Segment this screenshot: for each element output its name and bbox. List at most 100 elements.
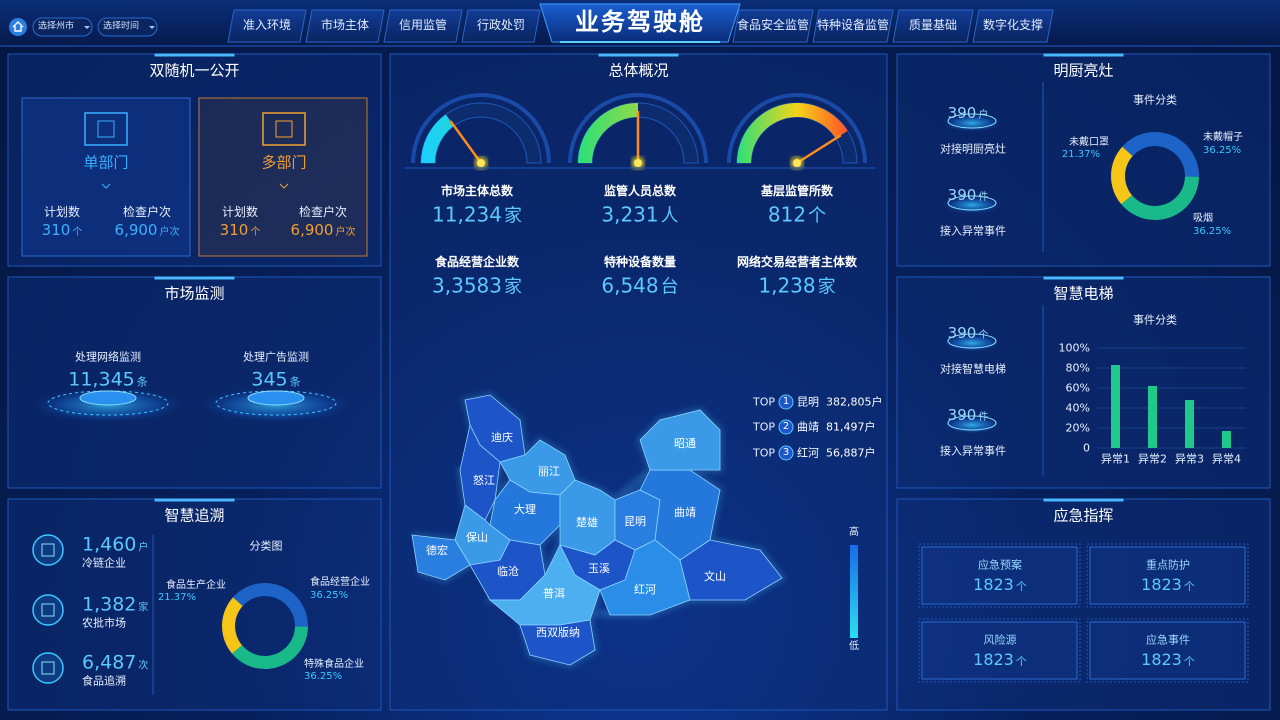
item-icon xyxy=(32,652,64,684)
card-icon xyxy=(84,112,128,146)
nav-tab[interactable] xyxy=(305,9,385,43)
platform-top xyxy=(247,390,305,406)
stat-unit: 个 xyxy=(808,205,827,227)
page-title: 业务驾驶舱 xyxy=(575,8,705,36)
nav-tab-label[interactable]: 信用监管 xyxy=(398,18,448,32)
region-label: 保山 xyxy=(466,530,488,544)
panel-title: 智慧追溯 xyxy=(164,506,225,525)
card-icon-glyph xyxy=(275,120,293,138)
region-label: 迪庆 xyxy=(491,430,513,444)
nav-tab-label[interactable]: 质量基础 xyxy=(908,18,958,32)
panel xyxy=(7,276,382,489)
segment-label: 未戴帽子 xyxy=(1203,132,1243,143)
filter-box[interactable] xyxy=(32,17,93,37)
stat-label: 食品经营企业数 xyxy=(434,255,520,269)
map-region xyxy=(459,423,501,521)
bar xyxy=(1148,386,1157,448)
donut-segment xyxy=(1111,146,1133,205)
rank-number: 3 xyxy=(782,447,790,458)
stat-value: 310 xyxy=(219,221,249,239)
value-group: 390 件 xyxy=(948,187,989,203)
bar xyxy=(1185,400,1194,448)
nav-tab[interactable] xyxy=(972,9,1054,43)
value-group: 310 个 xyxy=(220,222,261,238)
emergency-card xyxy=(921,621,1078,680)
stat-unit: 家 xyxy=(138,602,149,614)
top-value: 81,497户 xyxy=(826,420,876,434)
nav-tab-label[interactable]: 市场主体 xyxy=(320,18,370,32)
filter-label[interactable]: 选择时间 xyxy=(103,21,140,32)
nav-tab-label[interactable]: 准入环境 xyxy=(242,18,292,32)
value-group: 6,900 户次 xyxy=(291,222,356,238)
map-legend-bar xyxy=(850,545,858,638)
stat-unit: 户次 xyxy=(335,227,356,238)
nav-tab[interactable] xyxy=(383,9,463,43)
platform-ring xyxy=(947,113,997,129)
nav-tab[interactable] xyxy=(812,9,894,43)
stat-value: 1823 xyxy=(1141,575,1182,594)
top-label: TOP xyxy=(752,420,776,434)
nav-tab-label[interactable]: 数字化支撑 xyxy=(982,18,1044,32)
stat-label: 检查户次 xyxy=(122,205,172,219)
panel xyxy=(7,53,382,267)
value-group: 3,231 人 xyxy=(601,205,678,226)
emergency-card xyxy=(1089,621,1246,680)
gauge-arc xyxy=(421,114,454,163)
panel-title: 总体概况 xyxy=(608,61,669,80)
nav-tab[interactable] xyxy=(892,9,974,43)
stat-value: 6,487 xyxy=(82,651,137,674)
segment-label: 食品经营企业 xyxy=(310,577,370,588)
chart-title: 事件分类 xyxy=(1133,313,1177,327)
platform-glow xyxy=(942,196,1002,214)
value-group: 1,382 家 xyxy=(82,593,149,616)
stat-label: 处理广告监测 xyxy=(243,350,309,364)
stat-value: 11,234 xyxy=(432,202,502,227)
stat-label: 计划数 xyxy=(43,205,81,219)
card-name: 多部门 xyxy=(261,153,307,172)
platform-ring xyxy=(947,195,997,211)
stat-label: 基层监管所数 xyxy=(760,184,834,198)
stat-label: 计划数 xyxy=(221,205,259,219)
stat-unit: 个 xyxy=(1183,580,1195,593)
stat-unit: 个 xyxy=(250,227,261,238)
nav-tab-label[interactable]: 特种设备监管 xyxy=(816,18,890,32)
top-city: 曲靖 xyxy=(797,420,819,434)
stat-value: 3,3583 xyxy=(432,273,502,298)
map-region xyxy=(679,539,783,601)
region-label: 红河 xyxy=(634,583,656,596)
map-region xyxy=(639,409,721,471)
nav-tab-label[interactable]: 食品安全监管 xyxy=(736,18,810,32)
value-group: 6,487 次 xyxy=(82,651,148,674)
donut-segment xyxy=(232,626,308,670)
item-label: 对接智慧电梯 xyxy=(940,362,1006,376)
value-group: 1823 个 xyxy=(1141,652,1195,668)
panel-title: 明厨亮灶 xyxy=(1053,61,1114,80)
value-group: 11,234 家 xyxy=(432,205,522,226)
nav-tab[interactable] xyxy=(461,9,541,43)
stat-value: 6,900 xyxy=(114,221,158,239)
chart-title: 分类图 xyxy=(249,539,283,553)
region-label: 玉溪 xyxy=(588,562,610,575)
emergency-card xyxy=(1089,546,1246,605)
nav-tab[interactable] xyxy=(732,9,814,43)
stat-label: 网络交易经营者主体数 xyxy=(736,255,858,269)
item-label: 对接明厨亮灶 xyxy=(940,142,1006,156)
panel-title: 双随机一公开 xyxy=(149,61,240,80)
nav-tab[interactable] xyxy=(227,9,307,43)
filter-box[interactable] xyxy=(97,17,158,37)
stat-value: 6,900 xyxy=(290,221,334,239)
gauge-hub xyxy=(634,159,642,167)
legend-label: 低 xyxy=(849,641,859,652)
home-button[interactable] xyxy=(9,18,27,36)
stat-value: 345 xyxy=(251,368,288,391)
stat-value: 1,382 xyxy=(82,593,137,616)
home-icon xyxy=(12,21,24,32)
filter-label[interactable]: 选择州市 xyxy=(38,21,75,32)
card-icon xyxy=(262,112,306,146)
donut-segment xyxy=(1121,176,1199,220)
value-group: 345 条 xyxy=(251,368,300,391)
region-label: 曲靖 xyxy=(674,506,696,519)
nav-tab-label[interactable]: 行政处罚 xyxy=(476,18,526,32)
card-outline xyxy=(918,543,1081,608)
